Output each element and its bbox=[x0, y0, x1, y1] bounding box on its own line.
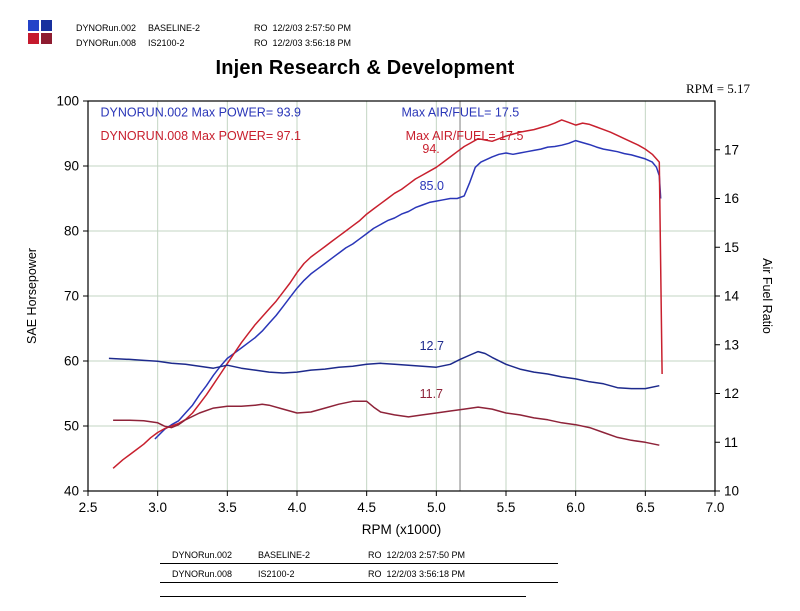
run-config: IS2100-2 bbox=[258, 569, 295, 579]
svg-text:7.0: 7.0 bbox=[706, 500, 725, 515]
run-config: BASELINE-2 bbox=[148, 23, 201, 33]
x-axis-title: RPM (x1000) bbox=[362, 522, 442, 537]
footer-empty-row bbox=[160, 583, 527, 597]
run-id: DYNORun.008 bbox=[172, 569, 233, 579]
run-timestamp: RO 12/2/03 3:56:18 PM bbox=[254, 38, 352, 48]
right-axis-title: Air Fuel Ratio bbox=[760, 258, 774, 334]
svg-text:3.5: 3.5 bbox=[218, 500, 237, 515]
run-id: DYNORun.002 bbox=[172, 550, 233, 560]
svg-text:DYNORUN.008 Max POWER= 97.1: DYNORUN.008 Max POWER= 97.1 bbox=[101, 129, 301, 143]
svg-text:94.: 94. bbox=[422, 142, 439, 156]
svg-text:80: 80 bbox=[64, 224, 79, 239]
svg-text:40: 40 bbox=[64, 484, 79, 499]
chart-title: Injen Research & Development bbox=[215, 57, 515, 79]
header-run-row: DYNORun.008 IS2100-2 RO 12/2/03 3:56:18 … bbox=[76, 36, 351, 51]
svg-text:Max AIR/FUEL= 17.5: Max AIR/FUEL= 17.5 bbox=[402, 106, 520, 120]
series-airfuel-008 bbox=[113, 400, 660, 446]
series-power-008 bbox=[112, 119, 663, 469]
run-color-key-icon bbox=[28, 20, 54, 46]
svg-text:6.5: 6.5 bbox=[636, 500, 655, 515]
svg-text:DYNORUN.002 Max POWER= 93.9: DYNORUN.002 Max POWER= 93.9 bbox=[101, 106, 301, 120]
svg-text:11: 11 bbox=[724, 435, 738, 450]
svg-text:16: 16 bbox=[724, 191, 739, 206]
footer-run-row: DYNORun.002 BASELINE-2 RO 12/2/03 2:57:5… bbox=[160, 545, 558, 564]
svg-text:4.0: 4.0 bbox=[288, 500, 307, 515]
footer-run-row: DYNORun.008 IS2100-2 RO 12/2/03 3:56:18 … bbox=[160, 564, 558, 583]
axis-ticks: 2.5 3.0 3.5 4.0 4.5 5.0 5.5 6.0 6.5 7.0 40 50 60 70 80… bbox=[56, 94, 739, 516]
run2-color-swatch bbox=[28, 33, 39, 44]
svg-text:50: 50 bbox=[64, 419, 79, 434]
svg-text:60: 60 bbox=[64, 354, 79, 369]
svg-text:5.0: 5.0 bbox=[427, 500, 446, 515]
run-timestamp: RO 12/2/03 2:57:50 PM bbox=[368, 550, 466, 560]
svg-text:14: 14 bbox=[724, 289, 740, 304]
chart-annotations: DYNORUN.002 Max POWER= 93.9 DYNORUN.008 M… bbox=[101, 106, 524, 401]
dyno-chart: 2.5 3.0 3.5 4.0 4.5 5.0 5.5 6.0 6.5 7.0 40 50 60 70 80… bbox=[25, 94, 774, 538]
svg-text:15: 15 bbox=[724, 240, 739, 255]
grid-lines bbox=[88, 101, 715, 491]
series-power-002 bbox=[154, 139, 662, 440]
svg-text:12: 12 bbox=[724, 386, 739, 401]
svg-text:6.0: 6.0 bbox=[566, 500, 585, 515]
svg-text:100: 100 bbox=[56, 94, 79, 109]
svg-text:2.5: 2.5 bbox=[79, 500, 98, 515]
rpm-cursor-readout: RPM = 5.17 bbox=[686, 81, 751, 96]
run2-color-swatch-alt bbox=[41, 33, 52, 44]
left-axis-title: SAE Horsepower bbox=[25, 248, 39, 344]
svg-text:85.0: 85.0 bbox=[420, 179, 444, 193]
svg-text:17: 17 bbox=[724, 142, 739, 157]
svg-text:5.5: 5.5 bbox=[497, 500, 516, 515]
svg-text:Max AIR/FUEL= 17.5: Max AIR/FUEL= 17.5 bbox=[406, 129, 524, 143]
run-id: DYNORun.008 bbox=[76, 38, 137, 48]
header-run-list: DYNORun.002 BASELINE-2 RO 12/2/03 2:57:5… bbox=[76, 21, 351, 51]
run1-color-swatch bbox=[28, 20, 39, 31]
svg-text:12.7: 12.7 bbox=[420, 339, 444, 353]
series-lines bbox=[108, 119, 663, 469]
svg-text:3.0: 3.0 bbox=[148, 500, 167, 515]
series-airfuel-002 bbox=[108, 350, 660, 390]
svg-text:4.5: 4.5 bbox=[357, 500, 376, 515]
run-timestamp: RO 12/2/03 2:57:50 PM bbox=[254, 23, 352, 33]
run-timestamp: RO 12/2/03 3:56:18 PM bbox=[368, 569, 466, 579]
run-config: IS2100-2 bbox=[148, 38, 185, 48]
svg-text:10: 10 bbox=[724, 484, 739, 499]
run-config: BASELINE-2 bbox=[258, 550, 311, 560]
svg-text:11.7: 11.7 bbox=[420, 387, 443, 401]
header-run-row: DYNORun.002 BASELINE-2 RO 12/2/03 2:57:5… bbox=[76, 21, 351, 36]
svg-text:70: 70 bbox=[64, 289, 79, 304]
svg-text:13: 13 bbox=[724, 337, 739, 352]
footer-run-table: DYNORun.002 BASELINE-2 RO 12/2/03 2:57:5… bbox=[160, 545, 558, 597]
run-id: DYNORun.002 bbox=[76, 23, 137, 33]
run1-color-swatch-alt bbox=[41, 20, 52, 31]
svg-text:90: 90 bbox=[64, 159, 79, 174]
